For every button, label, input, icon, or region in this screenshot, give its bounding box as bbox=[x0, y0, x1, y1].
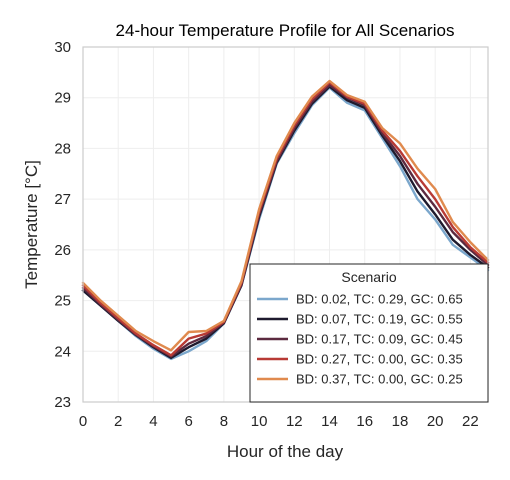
legend-label-4: BD: 0.27, TC: 0.00, GC: 0.35 bbox=[296, 352, 463, 367]
x-tick-labels: 0 2 4 6 8 10 12 14 16 18 20 22 bbox=[79, 413, 479, 430]
series-line-5 bbox=[81, 79, 490, 352]
x-tick-label: 4 bbox=[149, 413, 157, 430]
x-tick-label: 0 bbox=[79, 413, 87, 430]
legend-label-1: BD: 0.02, TC: 0.29, GC: 0.65 bbox=[296, 292, 463, 307]
x-tick-label: 20 bbox=[427, 413, 444, 430]
x-tick-label: 10 bbox=[251, 413, 268, 430]
x-tick-label: 12 bbox=[286, 413, 303, 430]
x-tick-label: 8 bbox=[220, 413, 228, 430]
y-tick-label: 23 bbox=[54, 394, 71, 411]
x-tick-label: 6 bbox=[184, 413, 192, 430]
x-tick-label: 18 bbox=[392, 413, 409, 430]
y-axis-label: Temperature [°C] bbox=[22, 160, 41, 289]
y-tick-label: 30 bbox=[54, 39, 71, 56]
x-tick-label: 14 bbox=[321, 413, 338, 430]
chart-title: 24-hour Temperature Profile for All Scen… bbox=[116, 21, 455, 40]
series-lines bbox=[81, 79, 490, 361]
legend-label-5: BD: 0.37, TC: 0.00, GC: 0.25 bbox=[296, 372, 463, 387]
x-tick-label: 2 bbox=[114, 413, 122, 430]
x-axis-label: Hour of the day bbox=[227, 442, 344, 461]
y-tick-label: 24 bbox=[54, 343, 71, 360]
x-tick-label: 22 bbox=[462, 413, 479, 430]
y-tick-label: 26 bbox=[54, 242, 71, 259]
legend: Scenario BD: 0.02, TC: 0.29, GC: 0.65BD:… bbox=[249, 263, 489, 403]
legend-items: BD: 0.02, TC: 0.29, GC: 0.65 BD: 0.07, TC… bbox=[257, 292, 463, 387]
y-tick-label: 29 bbox=[54, 90, 71, 107]
legend-title: Scenario bbox=[341, 269, 396, 285]
y-tick-label: 25 bbox=[54, 293, 71, 310]
y-tick-label: 27 bbox=[54, 191, 71, 208]
y-tick-labels: 23 24 25 26 27 28 29 30 bbox=[54, 39, 71, 411]
legend-label-3: BD: 0.17, TC: 0.09, GC: 0.45 bbox=[296, 332, 463, 347]
legend-label-2: BD: 0.07, TC: 0.19, GC: 0.55 bbox=[296, 312, 463, 327]
legend-box bbox=[249, 263, 489, 403]
x-tick-label: 16 bbox=[356, 413, 373, 430]
y-tick-label: 28 bbox=[54, 140, 71, 157]
